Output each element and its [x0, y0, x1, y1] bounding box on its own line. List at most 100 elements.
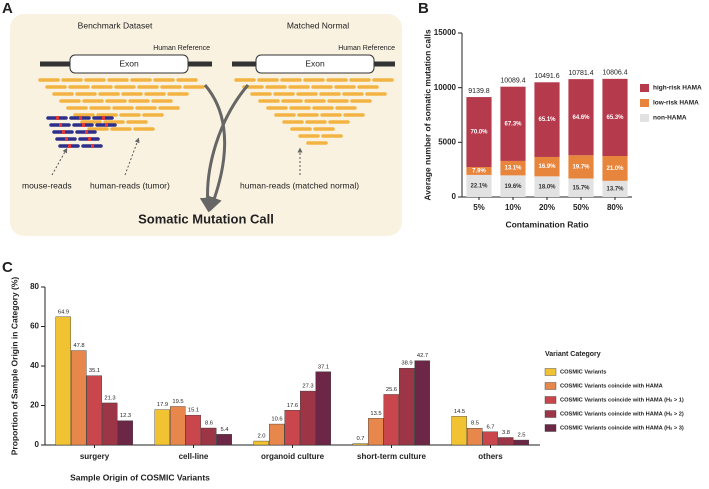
legend-swatch: [544, 368, 557, 376]
segment-label: 19.7%: [572, 164, 590, 170]
bar-segment: [500, 175, 526, 197]
value-label: 10.6: [271, 417, 282, 423]
bar: [451, 416, 467, 446]
bar: [284, 410, 300, 446]
x-tick-label: others: [478, 452, 503, 461]
legend-swatch: [640, 99, 649, 107]
value-label: 12.3: [120, 413, 131, 419]
bar: [185, 414, 201, 446]
segment-label: 64.6%: [572, 115, 590, 121]
segment-label: 67.3%: [504, 121, 522, 127]
arrow: [203, 84, 227, 213]
segment-label: 13.1%: [504, 166, 522, 172]
variant-spot: [79, 116, 82, 120]
bar-segment: [466, 174, 492, 197]
bar-segment: [500, 86, 526, 161]
panel-label: A: [2, 0, 13, 17]
legend-swatch: [544, 410, 557, 418]
value-label: 0.7: [356, 436, 364, 442]
y-axis-title: Proportion of Sample Origin in Category …: [9, 277, 19, 456]
value-label: 21.3: [104, 395, 115, 401]
value-label: 8.5: [471, 421, 479, 427]
value-label: 15.1: [188, 408, 199, 414]
variant-spot: [102, 116, 105, 120]
reference-label: Human Reference: [153, 45, 210, 52]
value-label: 27.3: [302, 384, 313, 390]
exon: [255, 54, 375, 74]
bar-segment: [602, 156, 628, 181]
bar-segment: [568, 155, 594, 179]
x-tick-label: 5%: [473, 203, 485, 212]
value-label: 2.5: [517, 433, 525, 439]
x-axis-title: Contamination Ratio: [505, 219, 588, 229]
segment-label: 65.3%: [606, 115, 624, 121]
variant-spot: [91, 144, 94, 148]
variant-spot: [56, 116, 59, 120]
value-label: 19.5: [172, 399, 183, 405]
value-label: 8.6: [205, 421, 213, 427]
variant-spot: [65, 137, 68, 141]
reads-label: human-reads (matched normal): [240, 180, 359, 190]
bar: [269, 423, 285, 446]
legend-title: Variant Category: [545, 351, 601, 358]
x-tick-label: 50%: [573, 203, 589, 212]
value-label: 47.8: [73, 343, 84, 349]
variant-spot: [85, 130, 88, 134]
variant-spot: [88, 137, 91, 141]
value-label: 13.5: [370, 411, 381, 417]
variant-spot: [59, 123, 62, 127]
exon-label: Exon: [305, 58, 325, 68]
bar: [383, 394, 399, 446]
bar-segment: [500, 160, 526, 176]
reads: [38, 78, 394, 148]
bar: [315, 371, 331, 446]
x-tick-label: 20%: [539, 203, 555, 212]
bar: [201, 427, 217, 446]
bar: [154, 409, 170, 446]
value-label: 64.9: [58, 309, 69, 315]
bar: [86, 375, 102, 446]
segment-label: 22.1%: [470, 184, 488, 190]
value-label: 6.7: [486, 424, 494, 430]
x-axis-title: Sample Origin of COSMIC Variants: [70, 472, 210, 482]
diagram-title: Benchmark Dataset: [78, 20, 153, 30]
value-label: 3.8: [502, 430, 510, 436]
exon: [69, 54, 189, 74]
legend-label: non-HAMA: [653, 115, 687, 122]
panel-label: B: [418, 0, 429, 17]
y-tick-label: 40: [30, 361, 39, 370]
y-tick-label: 10000: [434, 83, 457, 92]
y-tick-label: 15000: [434, 28, 457, 37]
segment-label: 65.1%: [538, 117, 556, 123]
legend-swatch: [544, 382, 557, 390]
total-label: 10806.4: [602, 70, 627, 77]
arrow: [199, 84, 250, 213]
y-tick-label: 5000: [438, 137, 456, 146]
bar-segment: [534, 82, 560, 157]
bar-segment: [534, 156, 560, 177]
legend-swatch: [640, 114, 649, 122]
value-label: 2.0: [257, 434, 265, 440]
value-label: 14.5: [454, 409, 465, 415]
value-label: 42.7: [417, 353, 428, 359]
legend-label: COSMIC Variants coincide with HAMA: [560, 384, 663, 390]
bar-segment: [568, 79, 594, 156]
value-label: 38.9: [401, 361, 412, 367]
reads-label: mouse-reads: [22, 180, 72, 190]
bar-segment: [466, 167, 492, 175]
x-tick-label: 80%: [607, 203, 623, 212]
bar-segment: [602, 78, 628, 157]
legend-label: COSMIC Variants: [560, 370, 606, 376]
legend-swatch: [544, 396, 557, 404]
legend-swatch: [544, 424, 557, 432]
value-label: 17.6: [287, 403, 298, 409]
variant-spot: [68, 144, 71, 148]
x-tick-label: surgery: [80, 452, 110, 461]
value-label: 37.1: [318, 364, 329, 370]
reads-label: human-reads (tumor): [90, 180, 170, 190]
bar: [117, 420, 133, 446]
value-label: 5.4: [220, 427, 229, 433]
exon-label: Exon: [119, 58, 139, 68]
bar-segment: [466, 97, 492, 168]
